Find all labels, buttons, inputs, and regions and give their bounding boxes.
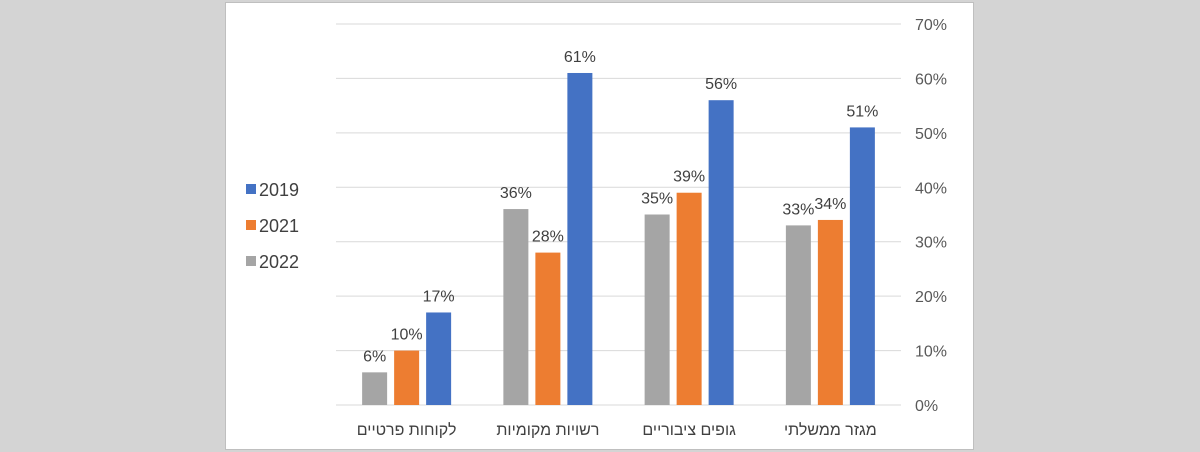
y-tick-label: 30% xyxy=(915,235,947,252)
bar-2019 xyxy=(567,72,593,405)
data-label: 28% xyxy=(532,229,564,246)
category-label: לקוחות פרטיים xyxy=(357,421,457,439)
data-label: 61% xyxy=(564,49,596,66)
bar-2019 xyxy=(426,312,452,405)
y-axis-ticks: 0% 10% 20% 30% 40% 50% 60% 70% xyxy=(915,17,947,415)
bar-chart: 0% 10% 20% 30% 40% 50% 60% 70% 33% 34% 51% 35%39% 5… xyxy=(246,17,947,439)
category-label: גופים ציבוריים xyxy=(642,422,736,439)
category-label: מגזר ממשלתי xyxy=(784,421,877,439)
legend-label-2019: 2019 xyxy=(259,180,299,200)
category-labels: מגזר ממשלתי גופים ציבוריים רשויות מקומיות ל… xyxy=(357,421,877,439)
data-label: 56% xyxy=(705,76,737,93)
data-label: 6% xyxy=(363,348,386,365)
chart-panel: 0% 10% 20% 30% 40% 50% 60% 70% 33% 34% 51% 35% 39% 5… xyxy=(225,2,974,450)
bar-2022 xyxy=(362,372,388,405)
bar-2021 xyxy=(676,192,702,405)
data-label: 17% xyxy=(423,288,455,305)
legend-swatch-2019 xyxy=(246,184,256,194)
bar-2021 xyxy=(394,350,420,405)
legend: 2019 2021 2022 xyxy=(246,180,299,272)
data-label: 36% xyxy=(500,185,532,202)
y-tick-label: 10% xyxy=(915,344,947,361)
y-tick-label: 40% xyxy=(915,180,947,197)
legend-label-2021: 2021 xyxy=(259,216,299,236)
y-tick-label: 70% xyxy=(915,17,947,34)
gridlines xyxy=(336,23,901,406)
y-tick-label: 0% xyxy=(915,398,938,415)
bars xyxy=(362,72,875,406)
data-labels: 33% 34% 51% 35%39% 56% 36% 28% 61% 6% 10% 17% xyxy=(363,49,878,365)
bar-2019 xyxy=(708,100,734,405)
legend-swatch-2022 xyxy=(246,256,256,266)
data-label: 10% xyxy=(391,327,423,344)
y-tick-label: 50% xyxy=(915,126,947,143)
data-label: 51% xyxy=(846,103,878,120)
bar-2022 xyxy=(644,214,670,405)
bar-2022 xyxy=(785,225,811,405)
legend-label-2022: 2022 xyxy=(259,252,299,272)
data-label: 35% xyxy=(641,191,673,208)
bar-2021 xyxy=(535,252,561,405)
data-label: 33% xyxy=(782,201,814,218)
data-label: 39% xyxy=(673,169,705,186)
bar-2019 xyxy=(849,127,875,406)
bar-2022 xyxy=(503,209,529,405)
bar-2021 xyxy=(817,219,843,405)
y-tick-label: 60% xyxy=(915,71,947,88)
data-label: 34% xyxy=(814,196,846,213)
y-tick-label: 20% xyxy=(915,289,947,306)
category-label: רשויות מקומיות xyxy=(496,422,599,439)
legend-swatch-2021 xyxy=(246,220,256,230)
